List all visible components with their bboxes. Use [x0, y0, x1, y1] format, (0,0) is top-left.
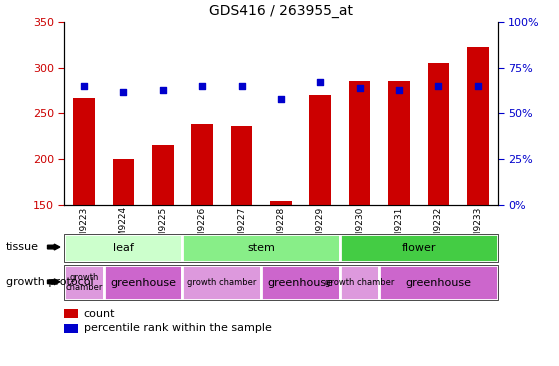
Point: [237, 83, 246, 89]
Text: growth chamber: growth chamber: [187, 278, 257, 287]
Bar: [231, 126, 252, 205]
Bar: [467, 46, 489, 205]
Bar: [340, 265, 380, 300]
Point: [119, 89, 128, 94]
Text: leaf: leaf: [113, 243, 134, 253]
Bar: [64, 265, 103, 300]
Bar: [73, 98, 95, 205]
Text: greenhouse: greenhouse: [268, 278, 334, 288]
Point: [473, 83, 482, 89]
Point: [316, 79, 325, 85]
Bar: [103, 265, 182, 300]
Point: [277, 96, 286, 102]
Bar: [152, 145, 174, 205]
Bar: [261, 265, 340, 300]
Text: growth chamber: growth chamber: [325, 278, 394, 287]
Point: [198, 83, 207, 89]
Bar: [64, 234, 182, 262]
Text: percentile rank within the sample: percentile rank within the sample: [84, 323, 272, 333]
Bar: [340, 234, 498, 262]
Bar: [112, 159, 134, 205]
Bar: [310, 95, 331, 205]
Point: [434, 83, 443, 89]
Bar: [388, 82, 410, 205]
Text: stem: stem: [247, 243, 275, 253]
Bar: [182, 265, 261, 300]
Text: growth protocol: growth protocol: [6, 277, 93, 287]
Text: count: count: [84, 309, 115, 319]
Point: [79, 83, 88, 89]
Bar: [428, 63, 449, 205]
Text: tissue: tissue: [6, 242, 39, 252]
Point: [158, 87, 167, 93]
Text: greenhouse: greenhouse: [110, 278, 176, 288]
Bar: [380, 265, 498, 300]
Point: [355, 85, 364, 91]
Bar: [270, 201, 292, 205]
Bar: [349, 82, 371, 205]
Text: growth
chamber: growth chamber: [65, 273, 103, 292]
Title: GDS416 / 263955_at: GDS416 / 263955_at: [209, 4, 353, 18]
Text: greenhouse: greenhouse: [405, 278, 471, 288]
Text: flower: flower: [401, 243, 436, 253]
Bar: [191, 124, 213, 205]
Point: [395, 87, 404, 93]
Bar: [182, 234, 340, 262]
